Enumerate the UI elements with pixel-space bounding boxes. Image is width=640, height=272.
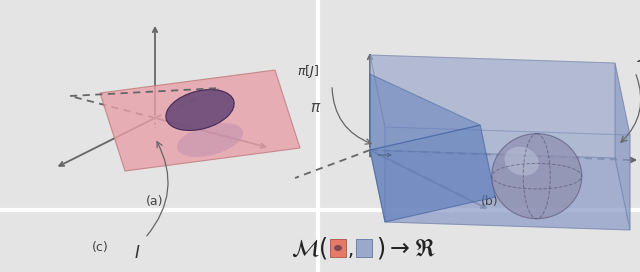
Text: $I$: $I$	[134, 244, 140, 262]
FancyBboxPatch shape	[356, 239, 372, 257]
Text: $J$: $J$	[637, 44, 640, 64]
Ellipse shape	[177, 123, 243, 157]
Polygon shape	[100, 70, 300, 171]
Polygon shape	[370, 150, 630, 230]
Ellipse shape	[504, 147, 539, 176]
Text: $\pi$: $\pi$	[310, 100, 321, 116]
Polygon shape	[385, 127, 630, 230]
Polygon shape	[370, 125, 495, 222]
FancyBboxPatch shape	[330, 239, 346, 257]
Polygon shape	[615, 63, 630, 230]
Ellipse shape	[492, 134, 582, 219]
Polygon shape	[370, 55, 615, 158]
Ellipse shape	[166, 89, 234, 131]
Text: (c): (c)	[92, 242, 108, 255]
Text: (a): (a)	[147, 196, 164, 209]
Ellipse shape	[334, 245, 342, 251]
Text: $) \rightarrow \mathfrak{R}$: $) \rightarrow \mathfrak{R}$	[376, 235, 436, 261]
Text: $\pi[J]$: $\pi[J]$	[297, 63, 319, 81]
Polygon shape	[370, 74, 480, 150]
Text: ,: ,	[348, 240, 354, 259]
Polygon shape	[370, 55, 630, 135]
Text: $\mathcal{M}($: $\mathcal{M}($	[291, 235, 328, 261]
Text: (b): (b)	[481, 196, 499, 209]
Polygon shape	[370, 55, 385, 222]
